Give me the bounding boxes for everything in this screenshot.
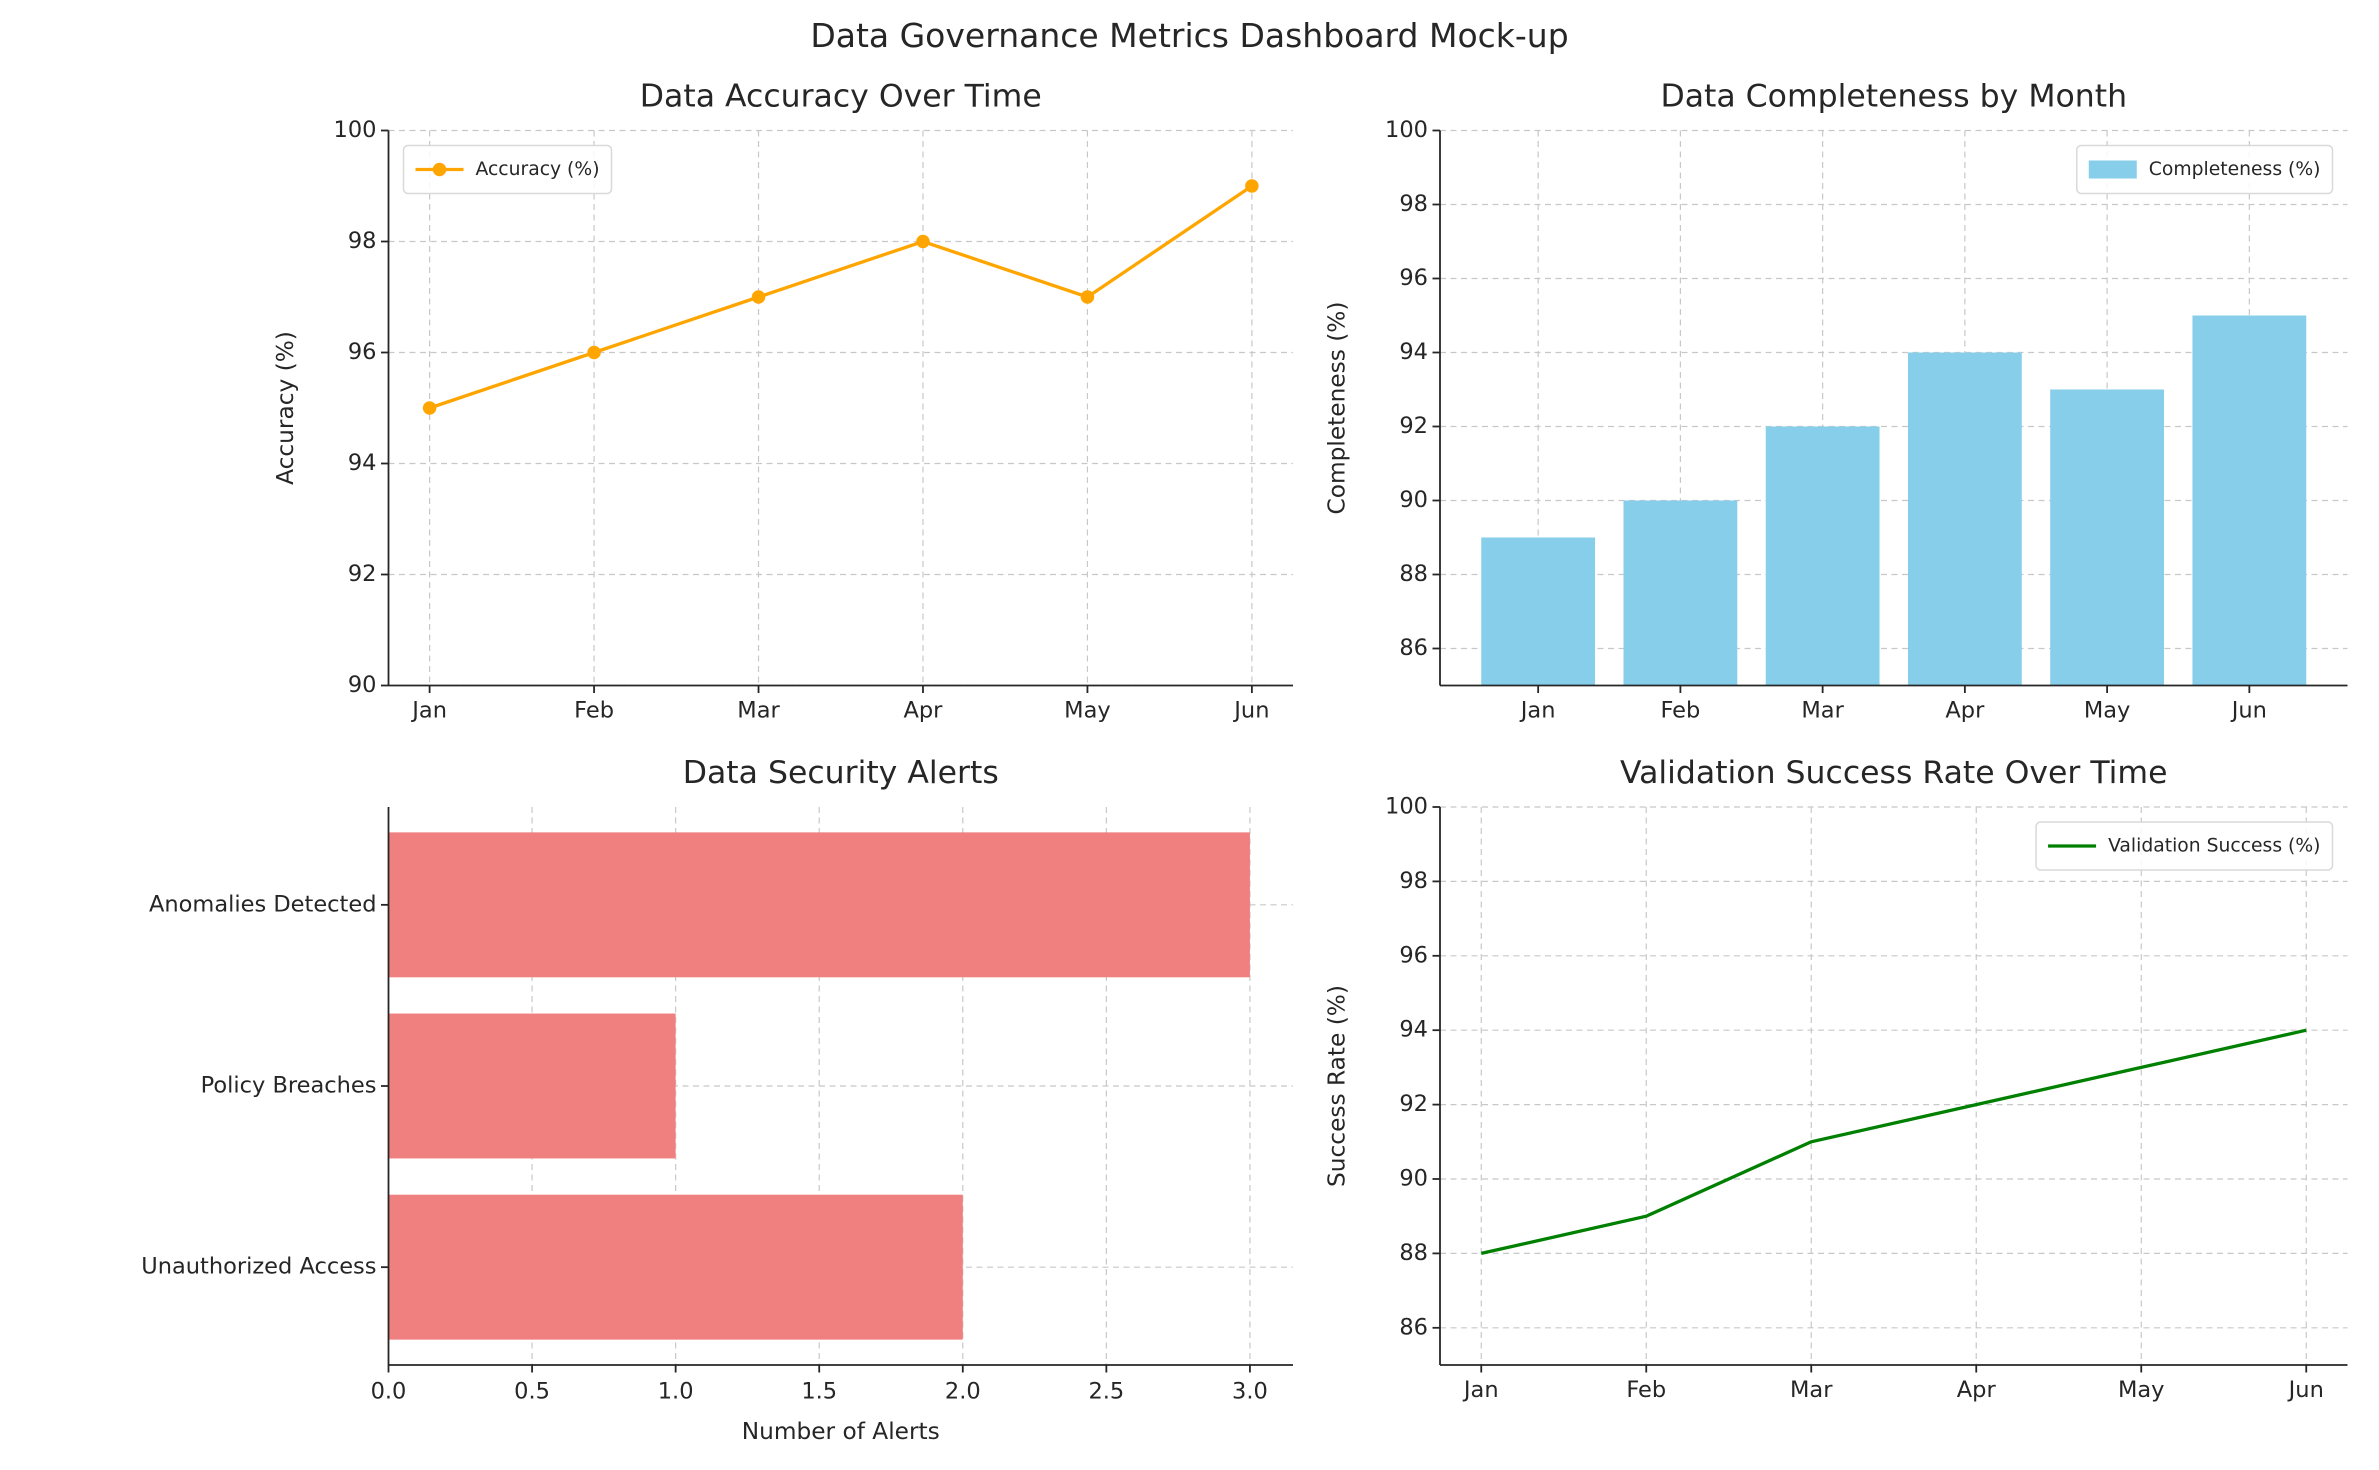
legend: Accuracy (%) <box>402 144 613 195</box>
bar <box>2050 389 2165 686</box>
bar <box>1623 500 1738 686</box>
x-tick-label: Jan <box>410 698 447 724</box>
legend-marker <box>432 162 447 177</box>
x-tick-label: 3.0 <box>1232 1379 1268 1405</box>
line <box>1480 1028 2307 1256</box>
x-tick-label: May <box>1064 698 1111 724</box>
x-tick-label: Jan <box>1519 698 1556 724</box>
x-tick-label: Jun <box>2287 1377 2324 1403</box>
marker <box>587 345 601 360</box>
y-tick-label: 86 <box>1399 635 1428 661</box>
x-tick-label: 0.5 <box>514 1379 550 1405</box>
y-tick-label: 98 <box>348 228 377 254</box>
y-tick-label: 94 <box>1399 339 1428 365</box>
marker <box>1245 179 1259 193</box>
x-tick-label: Mar <box>1790 1377 1833 1403</box>
y-tick-label: 96 <box>1399 942 1428 968</box>
legend-frame <box>402 144 613 195</box>
bar <box>1907 352 2022 686</box>
x-tick-label: 0.0 <box>371 1379 407 1405</box>
marker <box>751 290 766 304</box>
dashboard-title: Data Governance Metrics Dashboard Mock-u… <box>810 16 1568 55</box>
y-axis-label: Success Rate (%) <box>1324 985 1351 1187</box>
legend: Validation Success (%) <box>2035 821 2334 871</box>
x-tick-label: Mar <box>1801 698 1844 724</box>
bar <box>1481 537 1596 686</box>
legend: Completeness (%) <box>2076 144 2334 195</box>
y-tick-label: 92 <box>348 561 377 587</box>
y-tick-label: 96 <box>348 339 377 365</box>
x-tick-label: Feb <box>574 698 614 724</box>
x-tick-label: 2.5 <box>1088 1379 1124 1405</box>
bar <box>1765 426 1880 686</box>
y-tick-label: 100 <box>1385 794 1428 820</box>
background <box>13 0 2366 1470</box>
bar <box>2192 315 2307 686</box>
y-tick-label: Unauthorized Access <box>141 1254 376 1280</box>
marker <box>1080 290 1095 304</box>
x-tick-label: Mar <box>737 698 780 724</box>
y-tick-label: 90 <box>1399 487 1428 513</box>
marker <box>422 401 437 415</box>
x-tick-label: Feb <box>1626 1377 1666 1403</box>
x-tick-label: Apr <box>904 698 944 724</box>
y-tick-label: 92 <box>1399 413 1428 439</box>
panel-title: Data Completeness by Month <box>1660 79 2127 115</box>
x-tick-label: May <box>2084 698 2131 724</box>
legend-label: Completeness (%) <box>2149 159 2321 180</box>
x-tick-label: 2.0 <box>945 1379 981 1405</box>
y-tick-label: 98 <box>1399 868 1428 894</box>
y-tick-label: 92 <box>1399 1091 1428 1117</box>
x-tick-label: Apr <box>1957 1377 1997 1403</box>
legend-frame <box>2035 821 2334 871</box>
y-tick-label: 98 <box>1399 191 1428 217</box>
y-tick-label: 88 <box>1399 1240 1428 1266</box>
x-tick-label: 1.5 <box>801 1379 837 1405</box>
y-tick-label: 96 <box>1399 265 1428 291</box>
panel-title: Data Accuracy Over Time <box>640 79 1042 115</box>
y-tick-label: 100 <box>334 117 377 143</box>
x-tick-label: Jan <box>1462 1377 1499 1403</box>
x-tick-label: Jun <box>1232 698 1269 724</box>
panel-title: Validation Success Rate Over Time <box>1620 755 2167 791</box>
y-tick-label: 90 <box>1399 1166 1428 1192</box>
panel-title: Data Security Alerts <box>683 755 999 791</box>
y-tick-label: Anomalies Detected <box>149 891 377 917</box>
y-tick-label: 88 <box>1399 561 1428 587</box>
bar <box>388 832 1250 978</box>
x-axis-label: Number of Alerts <box>742 1418 940 1445</box>
x-tick-label: 1.0 <box>658 1379 694 1405</box>
marker <box>916 234 930 249</box>
legend-swatch <box>2088 160 2137 179</box>
x-tick-label: May <box>2118 1377 2165 1403</box>
x-tick-label: Feb <box>1660 698 1700 724</box>
y-tick-label: 86 <box>1399 1314 1428 1340</box>
bar <box>388 1013 676 1159</box>
y-tick-label: 100 <box>1385 117 1428 143</box>
line <box>429 184 1253 410</box>
y-tick-label: 94 <box>348 450 377 476</box>
x-tick-label: Apr <box>1945 698 1985 724</box>
y-tick-label: Policy Breaches <box>201 1073 377 1099</box>
y-tick-label: 90 <box>348 672 377 698</box>
legend-frame <box>2076 144 2334 195</box>
y-axis-label: Completeness (%) <box>1324 302 1351 515</box>
legend-label: Validation Success (%) <box>2108 836 2320 857</box>
bar <box>388 1194 963 1340</box>
legend-label: Accuracy (%) <box>476 159 600 180</box>
y-tick-label: 94 <box>1399 1017 1428 1043</box>
x-tick-label: Jun <box>2230 698 2267 724</box>
y-axis-label: Accuracy (%) <box>272 331 299 485</box>
